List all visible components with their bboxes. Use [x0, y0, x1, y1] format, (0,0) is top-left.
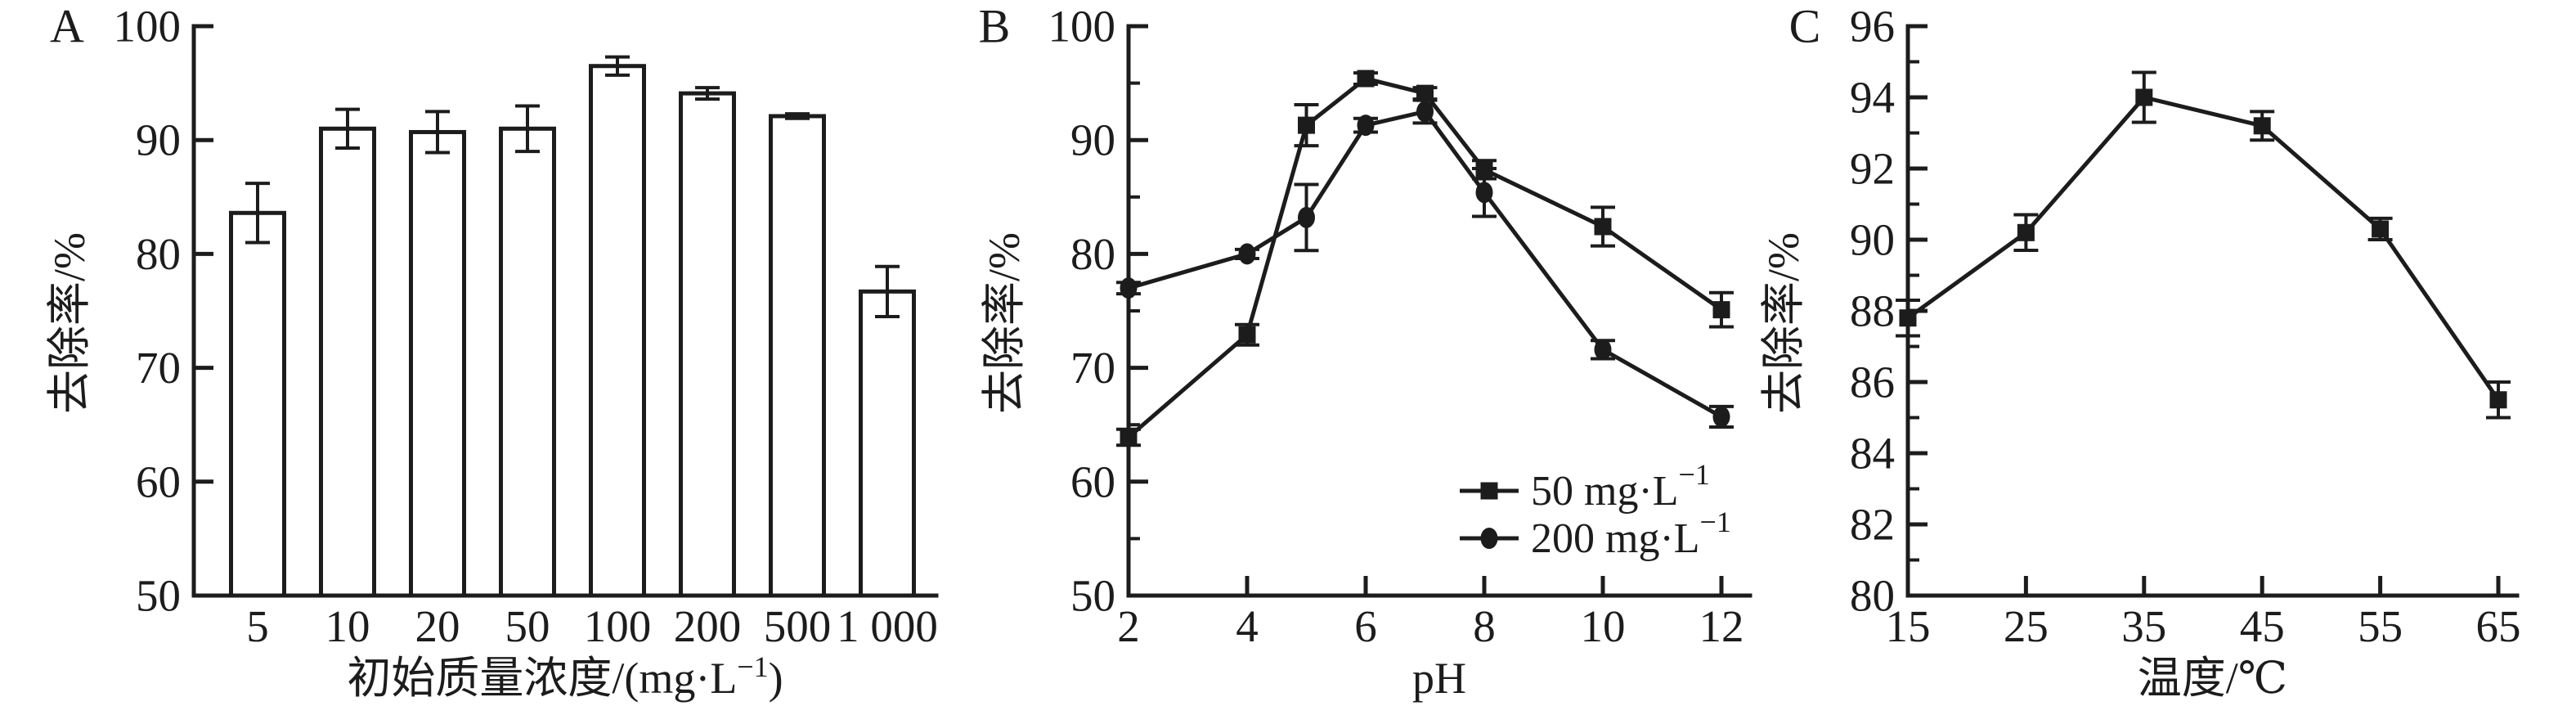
- data-point-marker: [1357, 115, 1375, 137]
- bar: [229, 210, 286, 598]
- data-point-marker: [1594, 339, 1612, 361]
- x-axis-title: 温度/℃: [2138, 654, 2287, 703]
- y-tick-label: 84: [1850, 429, 1895, 479]
- data-point-marker: [1120, 429, 1138, 447]
- y-tick-label: 94: [1850, 73, 1895, 123]
- panel-b-chart: 50 60 70 80 90 100 B 去除率/% pH 2 4 6 8 10 12 50 mg·L−120…: [979, 0, 1752, 703]
- data-point-marker: [1298, 206, 1315, 228]
- y-tick-label: 70: [1070, 343, 1115, 393]
- y-tick-label: 96: [1850, 2, 1895, 52]
- axis-frame: [1905, 24, 2520, 598]
- y-tick-label: 50: [136, 571, 181, 621]
- bar: [769, 114, 826, 598]
- y-tick-label: 90: [1070, 115, 1115, 165]
- data-point-marker: [1475, 182, 1493, 204]
- panel-a-chart: 50 60 70 80 90 100 A 去除率/% 初始质量浓度/(mg·L−1) 5 10 20 5…: [45, 0, 939, 703]
- y-tick-label: 90: [1850, 215, 1895, 265]
- data-point-marker: [1120, 277, 1138, 299]
- y-tick-label: 70: [136, 343, 181, 393]
- y-tick-label: 60: [136, 456, 181, 506]
- data-point-marker: [1899, 309, 1917, 327]
- x-tick-label: 6: [1354, 601, 1377, 651]
- y-tick-label: 88: [1850, 286, 1895, 336]
- x-tick-label: 8: [1473, 601, 1496, 651]
- series-line: [1128, 109, 1723, 419]
- data-point-marker: [1594, 218, 1612, 236]
- data-point-marker: [1712, 406, 1730, 428]
- data-point-marker: [1357, 70, 1375, 88]
- x-tick-label: 2: [1117, 601, 1140, 651]
- y-tick-label: 100: [1048, 2, 1116, 52]
- panel-label: A: [50, 0, 84, 53]
- x-tick-label: 45: [2240, 601, 2285, 651]
- x-axis-title: 初始质量浓度/(mg·L−1): [347, 650, 783, 703]
- series-line: [1906, 95, 2501, 402]
- x-axis-title: pH: [1412, 654, 1466, 703]
- bar: [679, 91, 736, 598]
- panel-label: B: [979, 0, 1011, 53]
- data-point-marker: [1238, 326, 1256, 344]
- x-tick-label: 5: [246, 601, 269, 651]
- x-tick-label: 25: [2004, 601, 2049, 651]
- legend-label: 50 mg·L−1: [1531, 458, 1710, 515]
- panel-c-chart: 80 82 84 86 88 90 92 94 96 C 去除率/% 温度/℃ 15 25 35 45 55 65: [1759, 0, 2521, 703]
- bar: [589, 64, 646, 598]
- x-tick-label: 35: [2121, 601, 2166, 651]
- x-tick-label: 100: [584, 601, 652, 651]
- y-axis-title: 去除率/%: [980, 232, 1029, 414]
- y-tick-label: 80: [136, 229, 181, 279]
- bar: [409, 129, 466, 598]
- data-point-marker: [2135, 88, 2153, 106]
- y-tick-label: 60: [1070, 456, 1115, 506]
- x-tick-label: 65: [2476, 601, 2521, 651]
- y-tick-label: 80: [1850, 571, 1895, 621]
- bar: [499, 126, 556, 598]
- y-tick-label: 90: [136, 115, 181, 165]
- data-point-marker: [1298, 116, 1315, 134]
- panel-label: C: [1789, 0, 1821, 53]
- x-tick-label: 10: [1581, 601, 1626, 651]
- x-tick-label: 200: [674, 601, 742, 651]
- data-point-marker: [1416, 101, 1434, 123]
- series-line: [1127, 76, 1723, 439]
- legend-item: 200 mg·L−1: [1460, 506, 1731, 562]
- bar: [319, 126, 376, 598]
- legend-item: 50 mg·L−1: [1460, 458, 1710, 515]
- y-tick-label: 100: [114, 2, 182, 52]
- data-point-marker: [2253, 117, 2271, 135]
- y-tick-label: 92: [1850, 144, 1895, 194]
- data-point-marker: [1238, 243, 1256, 265]
- x-tick-label: 1 000: [837, 601, 938, 651]
- y-tick-label: 82: [1850, 500, 1895, 550]
- y-tick-label: 86: [1850, 358, 1895, 407]
- x-tick-label: 10: [325, 601, 370, 651]
- x-tick-label: 12: [1699, 601, 1744, 651]
- legend-label: 200 mg·L−1: [1531, 506, 1731, 562]
- bar: [859, 289, 916, 598]
- x-tick-label: 55: [2358, 601, 2403, 651]
- x-tick-label: 15: [1886, 601, 1931, 651]
- x-tick-label: 20: [415, 601, 460, 651]
- data-point-marker: [1480, 528, 1498, 549]
- y-axis-title: 去除率/%: [1759, 232, 1808, 414]
- y-axis-title: 去除率/%: [45, 232, 94, 414]
- data-point-marker: [2372, 220, 2390, 238]
- y-tick-label: 50: [1070, 571, 1115, 621]
- data-point-marker: [1712, 301, 1730, 319]
- data-point-marker: [1480, 482, 1498, 500]
- x-tick-label: 500: [764, 601, 832, 651]
- x-tick-label: 50: [505, 601, 550, 651]
- data-point-marker: [2017, 223, 2035, 241]
- y-tick-label: 80: [1070, 229, 1115, 279]
- x-tick-label: 4: [1236, 601, 1259, 651]
- data-point-marker: [2489, 391, 2507, 409]
- data-point-marker: [1416, 84, 1434, 102]
